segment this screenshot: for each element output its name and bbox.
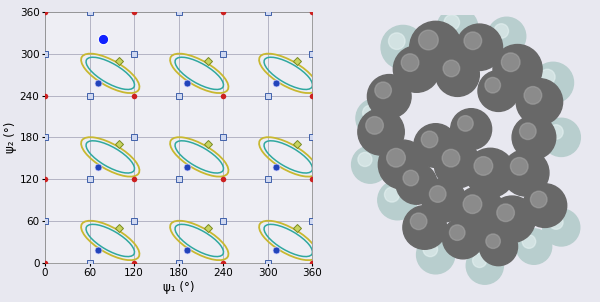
- Circle shape: [455, 187, 504, 236]
- Circle shape: [502, 53, 520, 72]
- Circle shape: [386, 149, 406, 167]
- Circle shape: [512, 115, 556, 159]
- Circle shape: [410, 213, 427, 230]
- Circle shape: [494, 24, 509, 38]
- Circle shape: [489, 196, 535, 243]
- Circle shape: [352, 146, 389, 183]
- Circle shape: [466, 247, 503, 284]
- Circle shape: [403, 170, 419, 186]
- Circle shape: [436, 53, 479, 96]
- Circle shape: [474, 157, 493, 175]
- Circle shape: [523, 184, 567, 227]
- Circle shape: [485, 77, 500, 93]
- Circle shape: [503, 149, 549, 196]
- Circle shape: [442, 149, 460, 167]
- Circle shape: [449, 225, 465, 240]
- Circle shape: [524, 87, 542, 104]
- Circle shape: [488, 17, 526, 56]
- Circle shape: [486, 234, 500, 249]
- Circle shape: [458, 116, 473, 131]
- Circle shape: [434, 141, 481, 188]
- Circle shape: [396, 163, 437, 204]
- Circle shape: [385, 187, 400, 202]
- Circle shape: [443, 60, 460, 77]
- Circle shape: [421, 131, 438, 148]
- Circle shape: [497, 204, 514, 222]
- Circle shape: [442, 218, 484, 259]
- Circle shape: [430, 186, 446, 202]
- Circle shape: [414, 124, 457, 167]
- Circle shape: [478, 70, 519, 111]
- Circle shape: [358, 109, 404, 155]
- Circle shape: [375, 82, 391, 98]
- Circle shape: [358, 153, 372, 166]
- Circle shape: [378, 181, 417, 220]
- Circle shape: [530, 191, 547, 208]
- Circle shape: [367, 75, 411, 118]
- Circle shape: [423, 242, 437, 257]
- Circle shape: [473, 253, 487, 268]
- X-axis label: ψ₁ (°): ψ₁ (°): [163, 281, 194, 294]
- Circle shape: [362, 105, 377, 120]
- Circle shape: [463, 195, 482, 214]
- Circle shape: [379, 140, 427, 189]
- Circle shape: [381, 25, 425, 69]
- Circle shape: [437, 8, 478, 49]
- Circle shape: [451, 109, 491, 149]
- Circle shape: [533, 62, 574, 103]
- Circle shape: [542, 118, 580, 156]
- Y-axis label: ψ₂ (°): ψ₂ (°): [4, 122, 17, 153]
- Circle shape: [416, 236, 455, 274]
- Circle shape: [549, 215, 563, 229]
- Circle shape: [539, 69, 555, 85]
- Circle shape: [479, 227, 518, 266]
- Circle shape: [464, 32, 482, 50]
- Circle shape: [410, 21, 461, 73]
- Circle shape: [444, 14, 460, 30]
- Circle shape: [542, 209, 580, 246]
- Circle shape: [548, 125, 563, 139]
- Circle shape: [456, 24, 503, 70]
- Circle shape: [401, 54, 419, 71]
- Circle shape: [356, 98, 395, 138]
- Circle shape: [516, 79, 563, 125]
- Circle shape: [493, 44, 542, 94]
- Circle shape: [520, 123, 536, 140]
- Circle shape: [366, 117, 383, 134]
- Circle shape: [466, 148, 515, 198]
- Circle shape: [516, 229, 551, 264]
- Circle shape: [511, 158, 528, 175]
- Circle shape: [422, 178, 466, 222]
- Circle shape: [394, 46, 440, 92]
- Circle shape: [522, 235, 536, 248]
- Circle shape: [403, 206, 446, 249]
- Circle shape: [388, 33, 405, 50]
- Circle shape: [419, 30, 438, 50]
